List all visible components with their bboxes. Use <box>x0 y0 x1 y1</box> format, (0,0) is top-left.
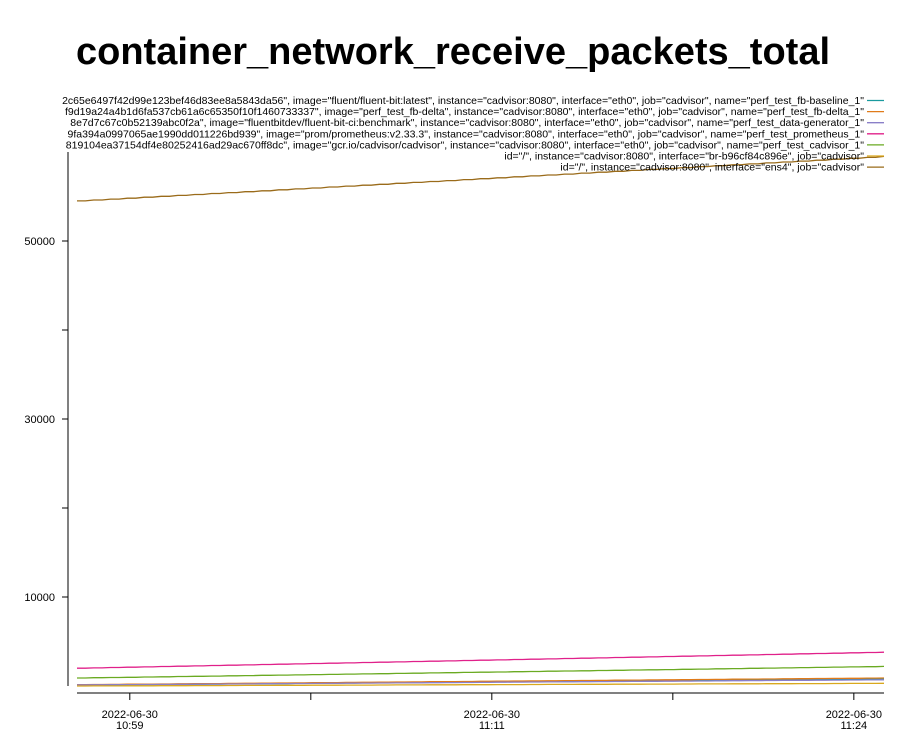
x-tick-date: 2022-06-30 <box>102 709 158 721</box>
x-tick-date: 2022-06-30 <box>826 709 882 721</box>
y-tick-label: 50000 <box>24 236 55 248</box>
y-tick-label: 10000 <box>24 592 55 604</box>
legend: 2c65e6497f42d99e123bef46d83ee8a5843da56"… <box>62 95 884 174</box>
legend-label: 2c65e6497f42d99e123bef46d83ee8a5843da56"… <box>62 95 864 107</box>
x-tick-date: 2022-06-30 <box>464 709 520 721</box>
x-tick-time: 11:24 <box>840 720 867 732</box>
y-tick-label: 30000 <box>24 414 55 426</box>
x-tick-time: 11:11 <box>479 720 505 732</box>
series-line-3 <box>77 679 885 686</box>
y-axis: 10000 30000 50000 <box>24 152 69 686</box>
plot-lines <box>77 155 885 687</box>
x-axis: 2022-06-3010:592022-06-3011:112022-06-30… <box>77 692 884 732</box>
series-line-5 <box>77 665 885 679</box>
series-line-4 <box>77 651 885 669</box>
series-line-7 <box>77 155 885 202</box>
chart-title: container_network_receive_packets_total <box>76 31 830 73</box>
legend-label: 8e7d7c67c0b52139abc0f2a", image="fluentb… <box>70 117 864 129</box>
legend-label: 9fa394a0997065ae1990dd011226bd939", imag… <box>68 128 865 140</box>
legend-label: f9d19a24a4b1d6fa537cb61a6c65350f10f14607… <box>65 106 864 118</box>
legend-label: 819104ea37154df4e80252416ad29ac670ff8dc"… <box>66 139 864 151</box>
x-tick-time: 10:59 <box>116 720 144 732</box>
series-line-6 <box>77 682 885 687</box>
legend-label: id="/", instance="cadvisor:8080", interf… <box>560 162 864 174</box>
legend-label: id="/", instance="cadvisor:8080", interf… <box>504 151 864 163</box>
